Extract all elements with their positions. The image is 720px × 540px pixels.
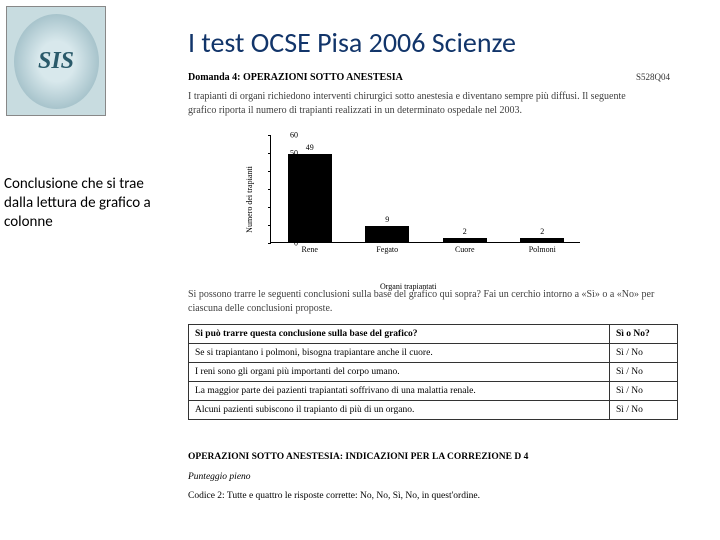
table-row: Se si trapiantano i polmoni, bisogna tra… [189,344,678,363]
footer-title: OPERAZIONI SOTTO ANESTESIA: INDICAZIONI … [188,450,678,464]
question-prompt: Si possono trarre le seguenti conclusion… [188,288,668,315]
table-cell-question: Se si trapiantano i polmoni, bisogna tra… [189,344,610,363]
table-header-q: Si può trarre questa conclusione sulla b… [189,325,610,344]
bar-value-label: 2 [540,227,544,236]
table-cell-question: La maggior parte dei pazienti trapiantat… [189,382,610,401]
question-header: Domanda 4: OPERAZIONI SOTTO ANESTESIA [188,72,403,83]
bar-value-label: 9 [385,215,389,224]
chart-bar [288,154,332,242]
bar-category-label: Rene [302,245,318,254]
footer-line: Codice 2: Tutte e quattro le risposte co… [188,489,678,503]
question-intro: I trapianti di organi richiedono interve… [188,90,648,117]
table-cell-question: I reni sono gli organi più importanti de… [189,363,610,382]
page-title: I test OCSE Pisa 2006 Scienze [188,25,516,60]
chart-bar [443,238,487,242]
logo-text: SIS [14,14,99,109]
footer-subtitle: Punteggio pieno [188,470,678,484]
table-row: Alcuni pazienti subiscono il trapianto d… [189,401,678,420]
bar-category-label: Cuore [455,245,475,254]
scoring-footer: OPERAZIONI SOTTO ANESTESIA: INDICAZIONI … [188,450,678,503]
y-axis-label: Numero dei trapianti [245,166,254,233]
conclusions-table: Si può trarre questa conclusione sulla b… [188,324,678,420]
logo-badge: SIS [6,6,106,116]
table-header-a: Sì o No? [610,325,678,344]
chart-bar [365,226,409,242]
table-cell-question: Alcuni pazienti subiscono il trapianto d… [189,401,610,420]
question-code: S528Q04 [636,72,670,82]
bar-chart: Numero dei trapianti Organi trapiantati … [240,135,590,265]
table-row: I reni sono gli organi più importanti de… [189,363,678,382]
plot-area: 010203040506049Rene9Fegato2Cuore2Polmoni [270,135,580,243]
table-cell-answer: Sì / No [610,401,678,420]
table-row: La maggior parte dei pazienti trapiantat… [189,382,678,401]
side-note: Conclusione che si trae dalla lettura de… [4,175,174,231]
table-cell-answer: Sì / No [610,382,678,401]
bar-value-label: 49 [306,143,314,152]
chart-bar [520,238,564,242]
bar-category-label: Polmoni [529,245,556,254]
bar-category-label: Fegato [376,245,398,254]
table-cell-answer: Sì / No [610,363,678,382]
bar-value-label: 2 [463,227,467,236]
y-tick-label: 60 [290,131,298,140]
table-cell-answer: Sì / No [610,344,678,363]
